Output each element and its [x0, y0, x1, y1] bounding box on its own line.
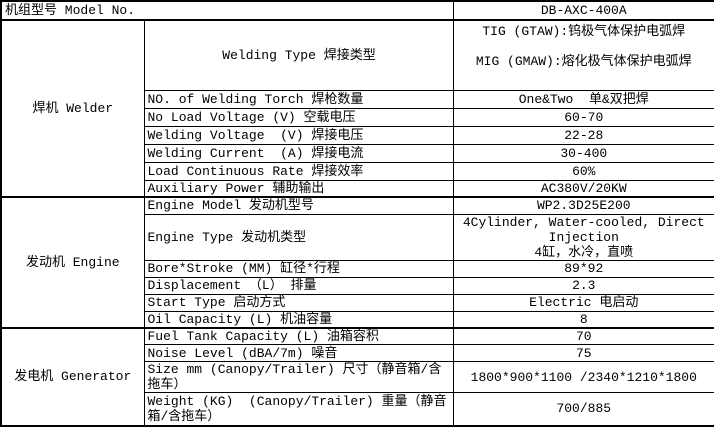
welding-torch-value: One&Two 单&双把焊 [452, 89, 714, 109]
size-label: Size mm (Canopy/Trailer) 尺寸（静音箱/含拖车） [143, 361, 454, 393]
welding-torch-label: NO. of Welding Torch 焊枪数量 [143, 89, 454, 109]
bore-stroke-label: Bore*Stroke (MM) 缸径*行程 [143, 259, 454, 278]
auxiliary-power-label: Auxiliary Power 辅助输出 [143, 179, 454, 198]
weight-value: 700/885 [452, 392, 714, 426]
row-fuel-tank: 发电机 Generator Fuel Tank Capacity (L) 油箱容… [0, 326, 714, 426]
no-load-voltage-label: No Load Voltage (V) 空载电压 [143, 107, 454, 127]
row-engine-type: Engine Type 发动机类型 4Cylinder, Water-coole… [1, 213, 714, 261]
load-continuous-rate-label: Load Continuous Rate 焊接效率 [143, 161, 454, 181]
group-engine: 发动机 Engine [0, 196, 145, 328]
engine-type-label: Engine Type 发动机类型 [143, 213, 454, 261]
welding-type-label: Welding Type 焊接类型 [143, 19, 454, 91]
model-no-label: 机组型号 Model No. [0, 0, 454, 21]
group-generator: 发电机 Generator [0, 326, 145, 426]
oil-capacity-label: Oil Capacity (L) 机油容量 [143, 310, 454, 328]
row-bore-stroke: Bore*Stroke (MM) 缸径*行程 89*92 [1, 259, 714, 278]
welding-current-value: 30-400 [452, 143, 714, 163]
load-continuous-rate-value: 60% [452, 161, 714, 181]
displacement-value: 2.3 [452, 276, 714, 295]
start-type-label: Start Type 启动方式 [143, 293, 454, 312]
welding-voltage-label: Welding Voltage (V) 焊接电压 [143, 125, 454, 145]
size-value: 1800*900*1100 /2340*1210*1800 [452, 361, 714, 393]
row-load-continuous-rate: Load Continuous Rate 焊接效率 60% [1, 161, 714, 181]
welding-type-value: TIG (GTAW):钨极气体保护电弧焊 MIG (GMAW):熔化极气体保护电… [452, 19, 714, 91]
model-no-value: DB-AXC-400A [452, 0, 714, 21]
engine-model-value: WP2.3D25E200 [452, 196, 714, 215]
row-weight: Weight (KG) (Canopy/Trailer) 重量（静音箱/含拖车）… [1, 392, 714, 426]
engine-model-label: Engine Model 发动机型号 [143, 196, 454, 215]
fuel-tank-value: 70 [452, 326, 714, 345]
auxiliary-power-value: AC380V/20KW [452, 179, 714, 198]
start-type-value: Electric 电启动 [452, 293, 714, 312]
bore-stroke-value: 89*92 [452, 259, 714, 278]
row-welding-current: Welding Current (A) 焊接电流 30-400 [1, 143, 714, 163]
displacement-label: Displacement （L） 排量 [143, 276, 454, 295]
row-engine-model: 发动机 Engine Engine Model 发动机型号 WP2.3D25E2… [0, 196, 714, 328]
engine-type-value: 4Cylinder, Water-cooled, Direct Injectio… [452, 213, 714, 261]
oil-capacity-value: 8 [452, 310, 714, 328]
row-model-no: 机组型号 Model No. DB-AXC-400A [0, 0, 714, 21]
welding-current-label: Welding Current (A) 焊接电流 [143, 143, 454, 163]
row-displacement: Displacement （L） 排量 2.3 [1, 276, 714, 295]
welding-voltage-value: 22-28 [452, 125, 714, 145]
weight-label: Weight (KG) (Canopy/Trailer) 重量（静音箱/含拖车） [143, 392, 454, 426]
row-welding-type: 焊机 Welder Welding Type 焊接类型 TIG (GTAW):钨… [0, 19, 714, 198]
no-load-voltage-value: 60-70 [452, 107, 714, 127]
group-welder: 焊机 Welder [0, 19, 145, 198]
row-noise-level: Noise Level (dBA/7m) 噪音 75 [1, 344, 714, 362]
noise-level-value: 75 [452, 344, 714, 362]
row-welding-torch: NO. of Welding Torch 焊枪数量 One&Two 单&双把焊 [1, 89, 714, 109]
row-welding-voltage: Welding Voltage (V) 焊接电压 22-28 [1, 125, 714, 145]
fuel-tank-label: Fuel Tank Capacity (L) 油箱容积 [143, 326, 454, 345]
noise-level-label: Noise Level (dBA/7m) 噪音 [143, 344, 454, 362]
row-start-type: Start Type 启动方式 Electric 电启动 [1, 293, 714, 312]
